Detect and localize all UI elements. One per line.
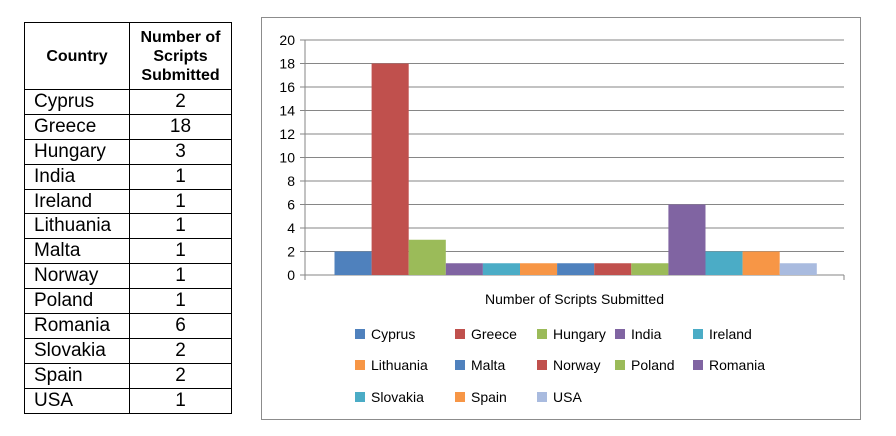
legend-swatch	[693, 329, 703, 339]
cell-count: 1	[129, 188, 232, 215]
cell-country: Malta	[24, 238, 130, 265]
y-tick-label: 20	[279, 32, 295, 48]
legend-swatch	[537, 329, 547, 339]
column-header-country: Country	[24, 22, 130, 90]
table-row: Slovakia 2	[24, 337, 232, 364]
legend-label: Cyprus	[371, 326, 415, 342]
legend-swatch	[355, 392, 365, 402]
bar-malta	[557, 263, 595, 275]
bar-india	[445, 263, 483, 275]
legend-label: Greece	[471, 326, 517, 342]
y-tick-label: 16	[279, 79, 295, 95]
cell-count: 2	[129, 89, 232, 115]
legend-label: India	[631, 326, 662, 342]
y-tick-label: 0	[287, 267, 295, 283]
legend-label: Slovakia	[371, 389, 424, 405]
bar-usa	[779, 263, 817, 275]
bar-chart: 0 2 4 6 8 10 12 14 16 18 20 Number of Scripts Submi…	[279, 32, 845, 405]
legend-swatch	[355, 329, 365, 339]
legend-label: Hungary	[553, 326, 606, 342]
legend-swatch	[615, 360, 625, 370]
cell-count: 1	[129, 263, 232, 290]
legend-swatch	[455, 360, 465, 370]
table-row: Romania 6	[24, 313, 232, 339]
y-tick-label: 10	[279, 150, 295, 166]
cell-country: Romania	[24, 313, 130, 339]
table-row: Ireland 1	[24, 188, 232, 215]
table-row: USA 1	[24, 387, 232, 414]
cell-country: Greece	[24, 113, 130, 140]
legend-label: Ireland	[709, 326, 752, 342]
y-tick-label: 12	[279, 126, 295, 142]
legend-label: Spain	[471, 389, 507, 405]
cell-count: 1	[129, 163, 232, 190]
cell-count: 18	[129, 113, 232, 140]
legend-swatch	[355, 360, 365, 370]
legend-swatch	[537, 392, 547, 402]
table-row: Greece 18	[24, 113, 232, 140]
bar-romania	[668, 204, 706, 275]
cell-count: 1	[129, 387, 232, 414]
table-row: India 1	[24, 163, 232, 190]
bar-spain	[742, 251, 780, 275]
bar-lithuania	[520, 263, 558, 275]
bar-poland	[631, 263, 669, 275]
y-tick-label: 14	[279, 103, 295, 119]
cell-country: Cyprus	[24, 89, 130, 115]
cell-country: India	[24, 163, 130, 190]
table-row: Norway 1	[24, 263, 232, 290]
bar-ireland	[482, 263, 520, 275]
y-tick-label: 8	[287, 173, 295, 189]
y-tick-label: 6	[287, 197, 295, 213]
legend-label: USA	[553, 389, 582, 405]
legend-swatch	[693, 360, 703, 370]
legend-swatch	[455, 392, 465, 402]
cell-country: Norway	[24, 263, 130, 290]
cell-country: Hungary	[24, 138, 130, 165]
table-header-row: Country Number of Scripts Submitted	[24, 22, 232, 90]
cell-count: 3	[129, 138, 232, 165]
y-tick-label: 2	[287, 244, 295, 260]
cell-country: Slovakia	[24, 337, 130, 364]
cell-country: Ireland	[24, 188, 130, 215]
y-tick-label: 18	[279, 56, 295, 72]
bar-hungary	[408, 239, 446, 275]
bar-greece	[371, 63, 409, 275]
table-row: Cyprus 2	[24, 89, 232, 115]
cell-country: Lithuania	[24, 213, 130, 240]
legend-swatch	[455, 329, 465, 339]
data-table: Country Number of Scripts Submitted Cypr…	[24, 22, 232, 414]
legend-label: Poland	[631, 357, 675, 373]
legend-label: Romania	[709, 357, 765, 373]
cell-country: Spain	[24, 362, 130, 389]
y-tick-label: 4	[287, 220, 295, 236]
cell-count: 1	[129, 213, 232, 240]
cell-country: USA	[24, 387, 130, 414]
cell-count: 1	[129, 238, 232, 265]
legend-swatch	[615, 329, 625, 339]
cell-country: Poland	[24, 288, 130, 315]
bar-cyprus	[334, 251, 372, 275]
table-row: Lithuania 1	[24, 213, 232, 240]
x-axis-label: Number of Scripts Submitted	[485, 291, 664, 307]
legend-label: Norway	[553, 357, 600, 373]
cell-count: 6	[129, 313, 232, 339]
bar-norway	[594, 263, 632, 275]
table-row: Hungary 3	[24, 138, 232, 165]
cell-count: 1	[129, 288, 232, 315]
chart-area: 0 2 4 6 8 10 12 14 16 18 20 Number of Scripts Submi…	[261, 17, 861, 420]
legend-swatch	[537, 360, 547, 370]
cell-count: 2	[129, 362, 232, 389]
table-row: Malta 1	[24, 238, 232, 265]
legend-label: Lithuania	[371, 357, 428, 373]
table-row: Spain 2	[24, 362, 232, 389]
cell-count: 2	[129, 337, 232, 364]
column-header-count: Number of Scripts Submitted	[129, 22, 232, 90]
bar-slovakia	[705, 251, 743, 275]
legend-label: Malta	[471, 357, 505, 373]
table-row: Poland 1	[24, 288, 232, 315]
